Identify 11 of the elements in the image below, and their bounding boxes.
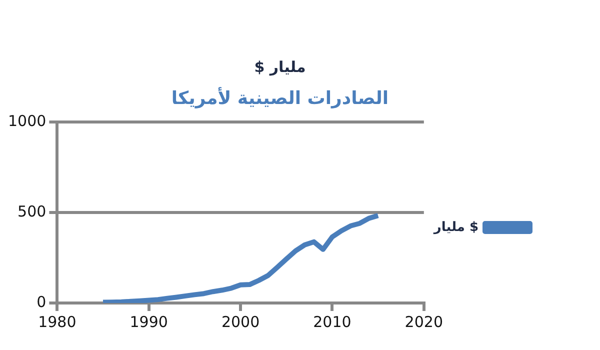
x-tick-label: 2020 — [404, 312, 443, 331]
x-tick-label: 1980 — [38, 312, 76, 331]
y-tick-label: 0 — [36, 292, 46, 311]
x-tick-label: 2010 — [313, 312, 352, 331]
x-tick-label: 2000 — [221, 312, 260, 331]
x-tick-label: 1990 — [130, 312, 168, 331]
chart-title: مليار $ — [253, 58, 307, 76]
legend-label: مليار $ — [432, 220, 478, 235]
y-tick-label: 1000 — [8, 112, 46, 130]
y-tick-label: 500 — [18, 202, 46, 220]
chart-subtitle: الصادرات الصينية لأمريكا — [170, 88, 390, 109]
